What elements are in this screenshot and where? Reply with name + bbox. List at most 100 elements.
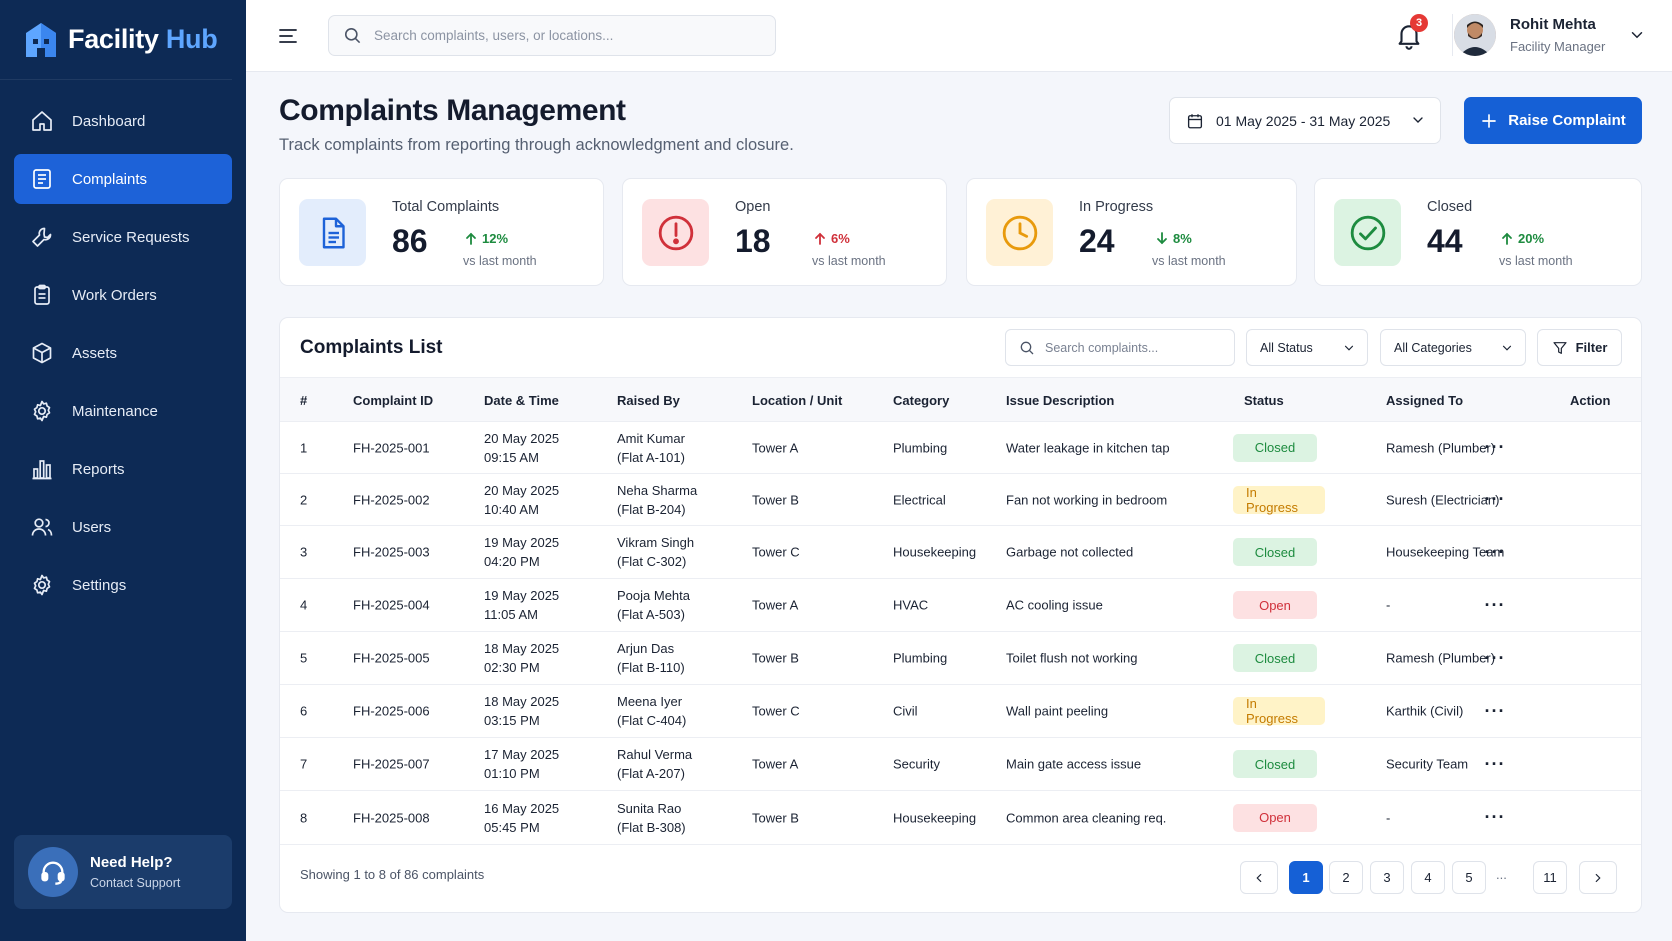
sidebar-item-complaints[interactable]: Complaints: [14, 154, 232, 204]
issue-description: Toilet flush not working: [1006, 650, 1138, 666]
stat-card-total[interactable]: Total Complaints 86 12% vs last month: [279, 178, 604, 286]
issue-description: Wall paint peeling: [1006, 703, 1109, 719]
sidebar-item-work-orders[interactable]: Work Orders: [14, 270, 232, 320]
pagination-page[interactable]: 11: [1533, 861, 1567, 894]
global-search[interactable]: [328, 15, 776, 56]
sidebar-item-dashboard[interactable]: Dashboard: [14, 96, 232, 146]
stat-delta-value: 8%: [1173, 231, 1192, 246]
status-filter-select[interactable]: All Status: [1246, 329, 1368, 366]
sidebar-item-service-requests[interactable]: Service Requests: [14, 212, 232, 262]
more-actions-icon[interactable]: ···: [1484, 807, 1506, 827]
more-actions-icon[interactable]: ···: [1484, 489, 1506, 509]
pagination-page[interactable]: 3: [1370, 861, 1404, 894]
stat-comparison: vs last month: [812, 254, 886, 268]
global-search-input[interactable]: [374, 28, 754, 43]
column-header[interactable]: Issue Description: [1006, 393, 1115, 408]
pagination-page[interactable]: 5: [1452, 861, 1486, 894]
raised-by: Neha Sharma (Flat B-204): [617, 482, 698, 517]
column-header[interactable]: Complaint ID: [353, 393, 434, 408]
stat-label: In Progress: [1079, 199, 1154, 215]
sidebar-item-settings[interactable]: Settings: [14, 560, 232, 610]
complaint-id[interactable]: FH-2025-008: [353, 810, 430, 825]
complaints-search-input[interactable]: [1045, 340, 1225, 355]
stat-card-closed[interactable]: Closed 44 20% vs last month: [1314, 178, 1642, 286]
stat-card-in-progress[interactable]: In Progress 24 8% vs last month: [966, 178, 1297, 286]
date-range-picker[interactable]: 01 May 2025 - 31 May 2025: [1169, 97, 1441, 144]
calendar-icon: [1187, 113, 1203, 128]
table-row[interactable]: 7 FH-2025-007 17 May 2025 01:10 PM Rahul …: [280, 738, 1641, 791]
clock-icon: [986, 199, 1053, 266]
table-row[interactable]: 3 FH-2025-003 19 May 2025 04:20 PM Vikram…: [280, 526, 1641, 579]
sidebar-item-label: Dashboard: [72, 112, 146, 130]
table-row[interactable]: 6 FH-2025-006 18 May 2025 03:15 PM Meena …: [280, 685, 1641, 738]
category: Security: [893, 756, 940, 772]
table-row[interactable]: 8 FH-2025-008 16 May 2025 05:45 PM Sunita…: [280, 791, 1641, 845]
user-role: Facility Manager: [1510, 39, 1606, 54]
help-card[interactable]: Need Help? Contact Support: [14, 835, 232, 909]
complaint-id[interactable]: FH-2025-001: [353, 440, 430, 455]
pagination-page[interactable]: 4: [1411, 861, 1445, 894]
filter-button[interactable]: Filter: [1537, 329, 1622, 366]
complaints-search[interactable]: [1005, 329, 1235, 366]
raise-complaint-label: Raise Complaint: [1508, 112, 1626, 129]
bar-chart-icon: [32, 460, 52, 480]
date-time: 19 May 2025 04:20 PM: [484, 535, 560, 569]
column-header[interactable]: Assigned To: [1386, 393, 1464, 408]
more-actions-icon[interactable]: ···: [1484, 700, 1506, 721]
more-actions-icon[interactable]: ···: [1484, 541, 1506, 562]
complaint-id[interactable]: FH-2025-007: [353, 756, 430, 772]
pagination-next[interactable]: [1579, 861, 1617, 894]
table-row[interactable]: 5 FH-2025-005 18 May 2025 02:30 PM Arjun …: [280, 632, 1641, 685]
sidebar-item-label: Reports: [72, 460, 125, 478]
hamburger-menu-icon[interactable]: [276, 24, 300, 48]
raise-complaint-button[interactable]: Raise Complaint: [1464, 97, 1642, 144]
pagination-page[interactable]: 2: [1329, 861, 1363, 894]
chevron-down-icon[interactable]: [1628, 26, 1646, 44]
location: Tower A: [752, 756, 799, 772]
table-row[interactable]: 2 FH-2025-002 20 May 2025 10:40 AM Neha S…: [280, 474, 1641, 526]
brand[interactable]: Facility Hub: [0, 0, 232, 80]
category: Plumbing: [893, 650, 948, 666]
stat-value: 44: [1427, 223, 1463, 259]
more-actions-icon[interactable]: ···: [1484, 753, 1506, 774]
avatar[interactable]: [1454, 14, 1496, 56]
pagination-page[interactable]: 1: [1289, 861, 1323, 894]
column-header[interactable]: Category: [893, 393, 950, 408]
assigned-to: -: [1386, 810, 1391, 825]
column-header[interactable]: Location / Unit: [752, 393, 843, 408]
column-header[interactable]: #: [300, 393, 308, 408]
more-actions-icon[interactable]: ···: [1484, 594, 1506, 615]
column-header[interactable]: Date & Time: [484, 393, 559, 408]
pagination-prev[interactable]: [1240, 861, 1278, 894]
complaint-id[interactable]: FH-2025-003: [353, 544, 430, 560]
cube-icon: [32, 342, 52, 364]
stat-card-open[interactable]: Open 18 6% vs last month: [622, 178, 947, 286]
date-time: 18 May 2025 02:30 PM: [484, 641, 560, 675]
headset-icon: [28, 847, 78, 897]
column-header[interactable]: Raised By: [617, 393, 680, 408]
stat-delta-value: 12%: [482, 231, 509, 246]
plus-icon: [1482, 113, 1497, 128]
sidebar-item-maintenance[interactable]: Maintenance: [14, 386, 232, 436]
stat-delta-value: 6%: [831, 231, 850, 246]
category-filter-select[interactable]: All Categories: [1380, 329, 1526, 366]
sidebar-item-label: Complaints: [72, 170, 148, 188]
assigned-to: Security Team: [1386, 756, 1469, 772]
sidebar-item-users[interactable]: Users: [14, 502, 232, 552]
complaint-id[interactable]: FH-2025-005: [353, 650, 430, 666]
column-header[interactable]: Status: [1244, 393, 1284, 408]
column-header: Action: [1570, 393, 1611, 408]
table-row[interactable]: 4 FH-2025-004 19 May 2025 11:05 AM Pooja …: [280, 579, 1641, 632]
complaint-id[interactable]: FH-2025-004: [353, 597, 430, 613]
complaint-id[interactable]: FH-2025-002: [353, 492, 430, 507]
sidebar-item-reports[interactable]: Reports: [14, 444, 232, 494]
sidebar-item-assets[interactable]: Assets: [14, 328, 232, 378]
stat-comparison: vs last month: [1499, 254, 1573, 268]
complaint-id[interactable]: FH-2025-006: [353, 703, 430, 719]
arrow-up-icon: [815, 232, 825, 245]
issue-description: AC cooling issue: [1006, 597, 1103, 613]
more-actions-icon[interactable]: ···: [1484, 647, 1506, 668]
stat-value: 24: [1079, 223, 1115, 259]
more-actions-icon[interactable]: ···: [1484, 437, 1506, 457]
table-row[interactable]: 1 FH-2025-001 20 May 2025 09:15 AM Amit K…: [280, 422, 1641, 474]
